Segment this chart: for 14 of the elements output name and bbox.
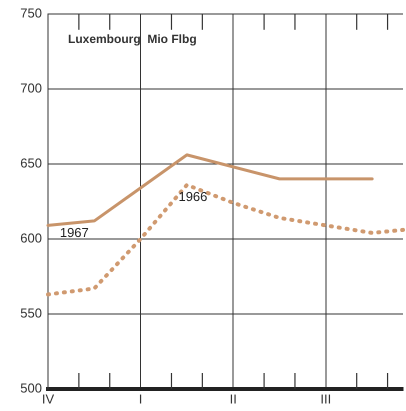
x-tick-label: III	[320, 391, 332, 406]
y-tick-label: 650	[20, 155, 42, 170]
x-tick-label: I	[138, 391, 142, 406]
y-tick-label: 500	[20, 380, 42, 396]
y-tick-label: 750	[20, 5, 42, 20]
series-label: 1967	[60, 224, 89, 240]
line-series	[46, 182, 405, 296]
x-tick-label: IV	[42, 391, 54, 406]
text: Luxembourg Mio Flbg	[68, 32, 197, 46]
y-tick-label: 700	[20, 80, 42, 96]
y-tick-label: 550	[20, 306, 42, 321]
x-tick-label: II	[230, 391, 237, 406]
series-label: 1966	[178, 188, 208, 204]
y-tick-label: 600	[20, 230, 42, 246]
